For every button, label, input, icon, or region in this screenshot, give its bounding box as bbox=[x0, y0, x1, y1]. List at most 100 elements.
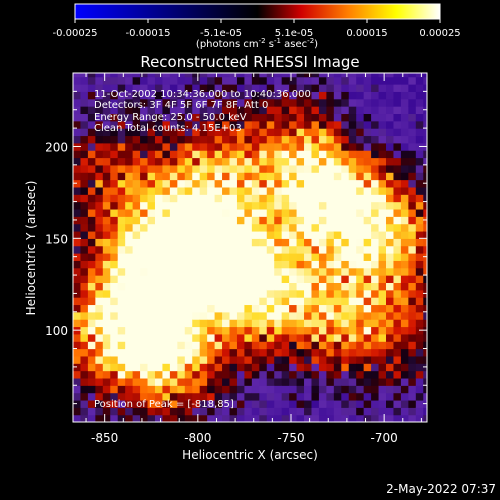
heatmap-cell bbox=[207, 245, 216, 254]
heatmap-cell bbox=[140, 120, 149, 129]
heatmap-cell bbox=[154, 297, 164, 306]
heatmap-cell bbox=[415, 76, 424, 85]
heatmap-cell bbox=[356, 223, 365, 232]
heatmap-cell bbox=[117, 253, 126, 261]
heatmap-cell bbox=[251, 157, 260, 166]
heatmap-cell bbox=[80, 128, 89, 137]
heatmap-cell bbox=[207, 297, 216, 306]
heatmap-cell bbox=[274, 355, 283, 364]
heatmap-cell bbox=[73, 282, 82, 291]
heatmap-cell bbox=[177, 275, 186, 283]
heatmap-cell bbox=[393, 157, 402, 166]
heatmap-cell bbox=[415, 150, 424, 159]
heatmap-cell bbox=[289, 98, 298, 107]
heatmap-cell bbox=[236, 392, 246, 401]
heatmap-cell bbox=[140, 392, 149, 401]
heatmap-cell bbox=[266, 414, 275, 422]
heatmap-cell bbox=[274, 84, 283, 92]
heatmap-cell bbox=[333, 282, 342, 291]
heatmap-cell bbox=[199, 377, 208, 386]
heatmap-cell bbox=[393, 319, 402, 328]
heatmap-cell bbox=[326, 319, 335, 328]
heatmap-cell bbox=[162, 84, 171, 92]
heatmap-cell bbox=[348, 377, 357, 386]
heatmap-cell bbox=[169, 230, 178, 239]
heatmap-cell bbox=[147, 363, 156, 372]
heatmap-cell bbox=[400, 223, 409, 232]
heatmap-cell bbox=[199, 76, 208, 85]
heatmap-cell bbox=[326, 172, 335, 181]
heatmap-cell bbox=[386, 223, 395, 232]
heatmap-cell bbox=[125, 106, 134, 115]
heatmap-cell bbox=[266, 297, 275, 306]
heatmap-cell bbox=[222, 186, 231, 195]
heatmap-cell bbox=[95, 304, 104, 313]
heatmap-cell bbox=[169, 289, 178, 298]
heatmap-cell bbox=[266, 267, 275, 276]
heatmap-cell bbox=[266, 260, 275, 269]
heatmap-cell bbox=[408, 363, 417, 372]
heatmap-cell bbox=[259, 363, 268, 372]
heatmap-cell bbox=[222, 333, 231, 342]
heatmap-cell bbox=[378, 208, 387, 217]
heatmap-cell bbox=[184, 333, 193, 342]
heatmap-cell bbox=[140, 414, 149, 422]
heatmap-cell bbox=[266, 245, 275, 254]
heatmap-cell bbox=[259, 91, 268, 100]
heatmap-cell bbox=[140, 172, 149, 181]
heatmap-cell bbox=[80, 399, 89, 408]
heatmap-cell bbox=[154, 84, 164, 92]
heatmap-cell bbox=[423, 311, 427, 320]
heatmap-cell bbox=[274, 172, 283, 181]
heatmap-cell bbox=[140, 98, 149, 107]
heatmap-cell bbox=[169, 267, 178, 276]
heatmap-cell bbox=[140, 333, 149, 342]
heatmap-cell bbox=[341, 333, 350, 342]
heatmap-cell bbox=[251, 333, 260, 342]
heatmap-cell bbox=[348, 260, 357, 269]
heatmap-cell bbox=[244, 319, 253, 328]
heatmap-cell bbox=[236, 106, 246, 115]
heatmap-cell bbox=[214, 179, 223, 188]
heatmap-cell bbox=[318, 282, 327, 291]
heatmap-cell bbox=[214, 120, 223, 129]
heatmap-cell bbox=[73, 201, 82, 210]
heatmap-cell bbox=[87, 385, 96, 394]
heatmap-cell bbox=[423, 348, 427, 357]
heatmap-cell bbox=[117, 150, 126, 159]
heatmap-cell bbox=[251, 399, 260, 408]
heatmap-cell bbox=[222, 245, 231, 254]
heatmap-cell bbox=[102, 172, 111, 181]
heatmap-cell bbox=[229, 370, 238, 379]
heatmap-cell bbox=[333, 172, 342, 181]
heatmap-cell bbox=[408, 91, 417, 100]
heatmap-cell bbox=[348, 311, 357, 320]
heatmap-cell bbox=[274, 304, 283, 313]
heatmap-cell bbox=[371, 150, 380, 159]
heatmap-cell bbox=[117, 172, 126, 181]
heatmap-cell bbox=[184, 341, 193, 350]
colorbar-tick-label: 0.00025 bbox=[419, 28, 460, 39]
heatmap-cell bbox=[371, 385, 380, 394]
heatmap-cell bbox=[214, 194, 223, 203]
heatmap-cell bbox=[356, 355, 365, 364]
heatmap-cell bbox=[162, 341, 171, 350]
annotation-time: 11-Oct-2002 10:34:36.000 to 10:40:36.000 bbox=[94, 89, 311, 100]
heatmap-cell bbox=[386, 186, 395, 195]
heatmap-cell bbox=[311, 208, 320, 217]
heatmap-cell bbox=[154, 150, 164, 159]
heatmap-cell bbox=[408, 297, 417, 306]
heatmap-cell bbox=[423, 113, 427, 122]
heatmap-cell bbox=[363, 363, 372, 372]
heatmap-cell bbox=[177, 76, 186, 85]
heatmap-cell bbox=[378, 385, 387, 394]
heatmap-cell bbox=[169, 142, 178, 151]
heatmap-cell bbox=[289, 363, 298, 372]
heatmap-cell bbox=[117, 385, 126, 394]
heatmap-cell bbox=[415, 385, 424, 394]
heatmap-cell bbox=[132, 289, 141, 298]
heatmap-cell bbox=[251, 223, 260, 232]
heatmap-cell bbox=[400, 289, 409, 298]
heatmap-cell bbox=[348, 348, 357, 357]
heatmap-cell bbox=[363, 179, 372, 188]
